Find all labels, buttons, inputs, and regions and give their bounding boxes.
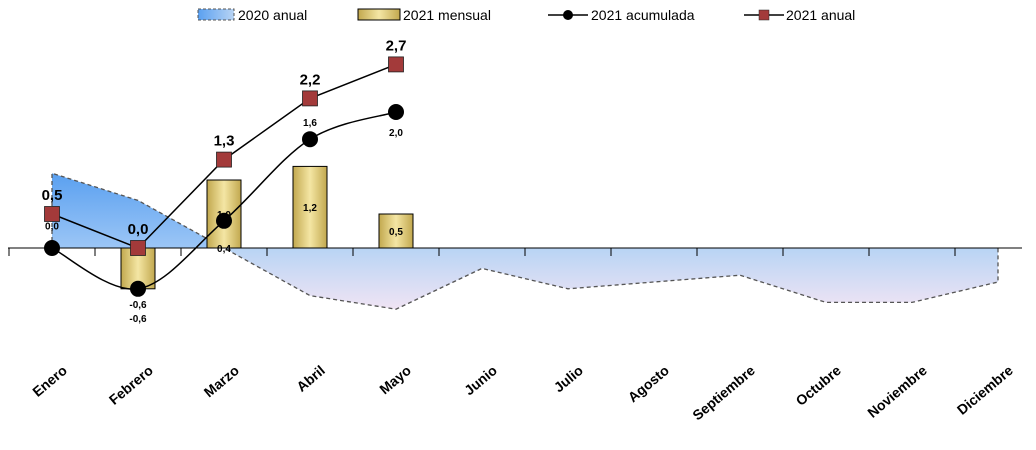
label-2021-anual-mayo: 2,7 xyxy=(386,37,407,54)
legend: 2020 anual 2021 mensual 2021 acumulada 2… xyxy=(197,7,855,23)
label-2021-mensual-enero: 0,0 xyxy=(45,222,59,233)
legend-label-2021-anual: 2021 anual xyxy=(786,7,855,23)
month-label-septiembre: Septiembre xyxy=(689,362,758,423)
label-2021-anual-febrero: 0,0 xyxy=(128,221,149,238)
month-label-diciembre: Diciembre xyxy=(954,362,1016,418)
label-2021-acumulada-mayo: 2,0 xyxy=(389,128,403,139)
point-2021-acumulada-mayo xyxy=(388,104,404,120)
legend-item-2020-anual: 2020 anual xyxy=(197,7,307,23)
point-2021-anual-mayo xyxy=(388,56,404,73)
label-2021-anual-enero: 0,5 xyxy=(42,187,63,204)
area-2020-positive xyxy=(52,173,998,248)
label-2021-acumulada-marzo: 0,4 xyxy=(217,244,231,255)
label-2021-mensual-abril: 1,2 xyxy=(303,203,317,214)
point-2021-anual-marzo xyxy=(216,151,232,168)
month-label-octubre: Octubre xyxy=(793,362,845,409)
legend-item-2021-acumulada: 2021 acumulada xyxy=(548,7,695,23)
bar-2021-mensual-abril xyxy=(292,165,328,249)
month-label-junio: Junio xyxy=(461,362,500,398)
month-label-enero: Enero xyxy=(29,362,70,400)
point-2021-anual-febrero xyxy=(130,240,146,256)
month-label-julio: Julio xyxy=(551,362,586,395)
point-2021-acumulada-abril xyxy=(302,131,318,148)
bar-2021-mensual-mayo xyxy=(378,213,414,249)
plot-area: 0,5 0,0 1,3 2,2 2,7 -0,6 0,4 1,6 2,0 0,0 -0,6 1,0 1,… xyxy=(8,37,1022,423)
area-2020-outline xyxy=(51,172,999,310)
label-2021-anual-abril: 2,2 xyxy=(300,71,321,88)
point-2021-anual-abril xyxy=(302,90,318,107)
legend-item-2021-anual: 2021 anual xyxy=(744,7,855,23)
label-2021-acumulada-febrero: -0,6 xyxy=(129,300,147,311)
point-2021-acumulada-enero xyxy=(44,240,60,256)
legend-label-2021-acumulada: 2021 acumulada xyxy=(591,7,695,23)
month-label-noviembre: Noviembre xyxy=(864,362,930,421)
label-2021-acumulada-abril: 1,6 xyxy=(303,118,317,129)
month-label-febrero: Febrero xyxy=(106,362,156,408)
point-2021-acumulada-marzo xyxy=(216,212,232,229)
label-2021-anual-marzo: 1,3 xyxy=(214,133,235,150)
legend-label-2021-mensual: 2021 mensual xyxy=(403,7,491,23)
point-2021-acumulada-febrero xyxy=(130,280,146,297)
label-2021-mensual-mayo: 0,5 xyxy=(389,227,403,238)
legend-label-2020-anual: 2020 anual xyxy=(238,7,307,23)
label-2021-mensual-febrero: -0,6 xyxy=(129,314,147,325)
point-2021-anual-enero xyxy=(44,206,60,222)
legend-item-2021-mensual: 2021 mensual xyxy=(357,7,491,23)
month-label-mayo: Mayo xyxy=(376,362,414,397)
month-label-agosto: Agosto xyxy=(625,362,672,405)
area-2020-negative xyxy=(52,248,998,310)
month-label-marzo: Marzo xyxy=(201,362,242,400)
month-label-abril: Abril xyxy=(293,362,328,395)
label-2021-mensual-marzo: 1,0 xyxy=(217,210,231,221)
